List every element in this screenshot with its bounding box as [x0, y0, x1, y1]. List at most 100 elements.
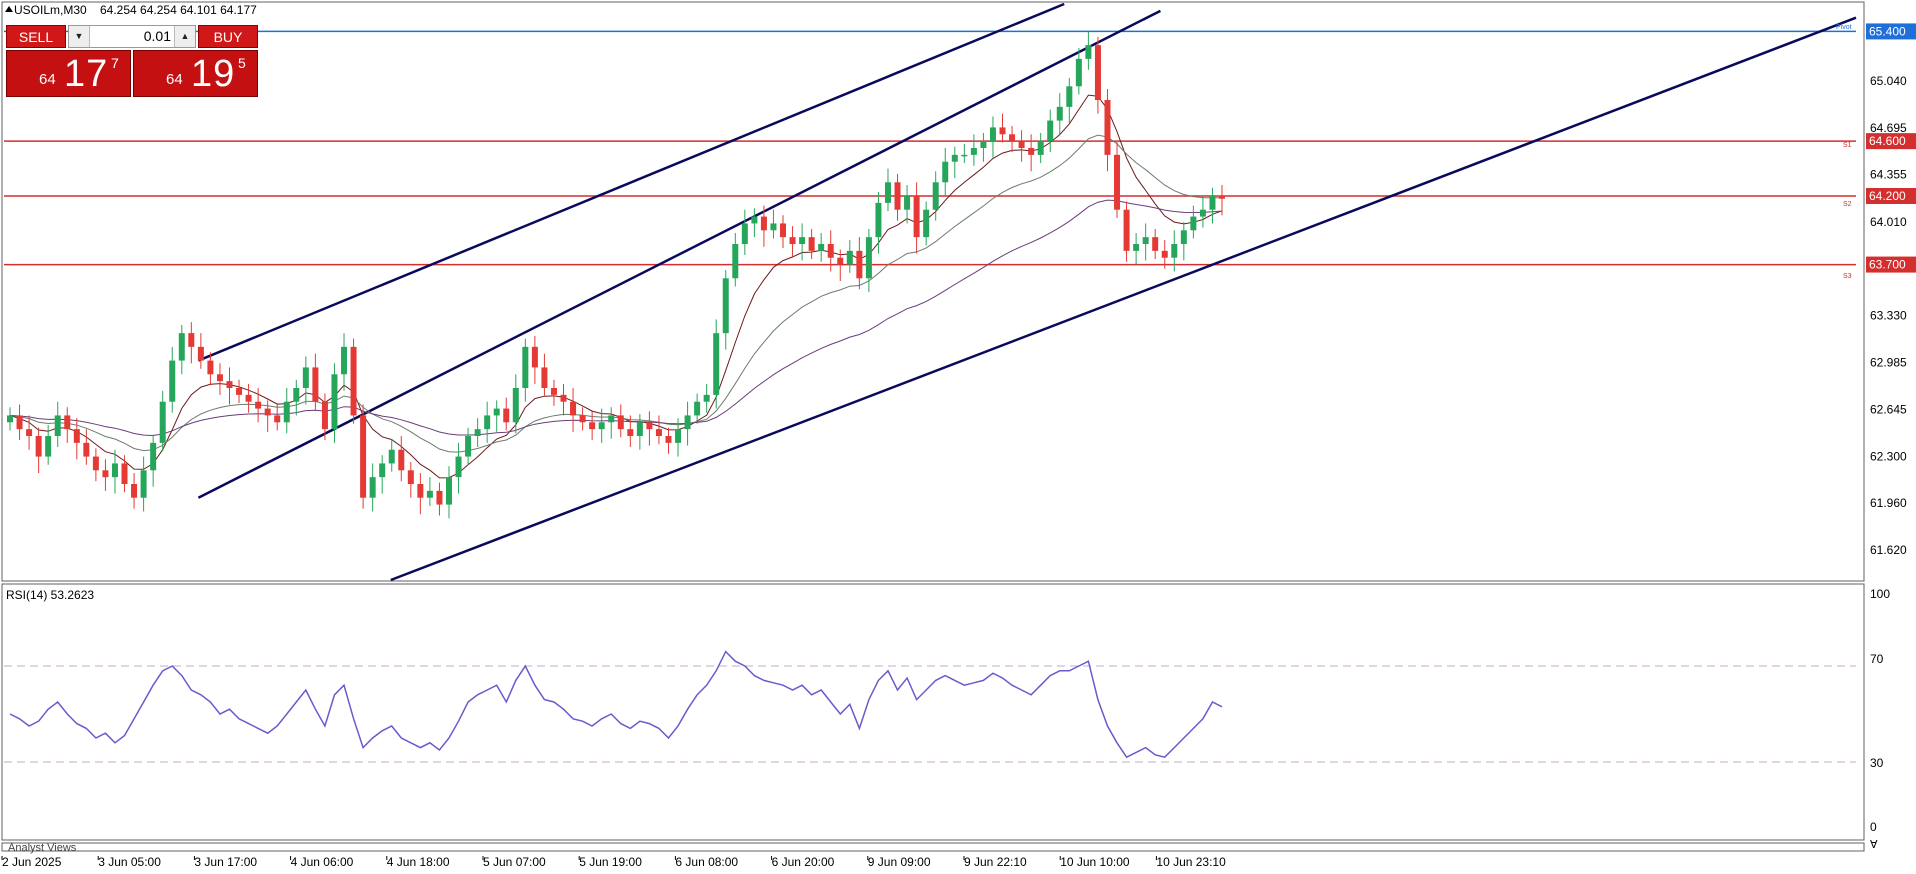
time-axis-tick: 4 Jun 06:00 [291, 855, 354, 869]
candle-body [655, 429, 662, 436]
analyst-views-label[interactable]: Analyst Views [8, 842, 77, 854]
candle-body [789, 237, 796, 244]
sell-button[interactable]: SELL [6, 25, 66, 48]
time-axis-tick: 6 Jun 20:00 [772, 855, 835, 869]
candle-body [675, 429, 682, 443]
candle-body [1085, 45, 1092, 59]
lot-size-stepper[interactable]: ▼ 0.01 ▲ [68, 25, 196, 48]
price-tag-s3 [1866, 256, 1916, 273]
price-axis-tick: 62.985 [1870, 356, 1907, 370]
candle-body [1171, 244, 1178, 258]
candle-body [111, 463, 118, 478]
candle-body [531, 346, 538, 368]
candle-body [178, 333, 185, 361]
lot-size-input[interactable]: 0.01 [143, 28, 171, 44]
candle-body [541, 367, 548, 388]
time-axis-tick: 3 Jun 05:00 [98, 855, 161, 869]
time-axis-tick: 6 Jun 08:00 [675, 855, 738, 869]
candle-body [932, 182, 939, 210]
candle-body [341, 346, 348, 375]
trade-button-row: SELL ▼ 0.01 ▲ BUY [6, 25, 258, 48]
candle-body [560, 394, 567, 402]
candle-body [255, 401, 262, 409]
price-axis-tick: 64.010 [1870, 215, 1907, 229]
channel-line-2 [390, 16, 1857, 582]
candle-body [226, 381, 233, 388]
price-tag-label-1: 64.600 [1869, 134, 1906, 148]
candle-body [732, 244, 739, 279]
candle-body [780, 223, 787, 238]
candle-body [856, 250, 863, 279]
rsi-scale-label: 100 [1870, 587, 1890, 601]
candle-body [522, 346, 529, 388]
time-axis-tick: 5 Jun 19:00 [579, 855, 642, 869]
chart-header-symbol: USOILm,M30 [14, 3, 87, 17]
candle-body [570, 401, 577, 416]
rsi-scale-label: 30 [1870, 756, 1884, 770]
candle-body [512, 388, 519, 423]
time-axis-tick: 10 Jun 10:00 [1060, 855, 1130, 869]
candle-body [1190, 216, 1197, 231]
candle-body [150, 442, 157, 471]
time-axis-tick: 3 Jun 17:00 [194, 855, 257, 869]
candle-body [980, 141, 987, 148]
candle-body [445, 477, 452, 505]
candle-body [703, 394, 710, 402]
rsi-frame [1, 583, 1865, 841]
candle-body [264, 408, 271, 416]
price-axis-tick: 62.300 [1870, 450, 1907, 464]
candle-body [388, 449, 395, 464]
candle-body [398, 449, 405, 471]
candle-body [1209, 196, 1216, 210]
candle-body [589, 422, 596, 430]
candle-body [455, 456, 462, 478]
price-axis-tick: 62.645 [1870, 402, 1907, 416]
candle-body [45, 436, 52, 457]
lot-increase-icon[interactable]: ▲ [174, 26, 195, 47]
price-tag-s2 [1866, 188, 1916, 204]
candle-body [550, 388, 557, 395]
buy-button[interactable]: BUY [198, 25, 258, 48]
candle-body [1075, 58, 1082, 87]
candle-body [608, 415, 615, 423]
chart-collapse-icon[interactable] [5, 6, 13, 12]
price-tag-s1 [1866, 133, 1916, 150]
candle-body [904, 196, 911, 210]
candle-body [245, 394, 252, 402]
s1-text: S1 [1843, 142, 1852, 149]
candle-body [684, 415, 691, 430]
price-tag-pivot [1866, 23, 1916, 40]
candle-body [83, 442, 90, 457]
candle-body [865, 237, 872, 279]
one-click-trading-panel: SELL ▼ 0.01 ▲ BUY 64 17 7 64 19 5 [6, 25, 258, 97]
rsi-scale-label: 0 [1870, 820, 1877, 834]
candle-body [1066, 86, 1073, 107]
candle-body [159, 401, 166, 443]
candle-body [1009, 134, 1016, 142]
candle-body [808, 237, 815, 251]
candle-body [913, 196, 920, 238]
time-axis-tick: 9 Jun 22:10 [964, 855, 1027, 869]
candle-body [216, 374, 223, 382]
price-axis-tick: 63.330 [1870, 308, 1907, 322]
candle-body [1094, 45, 1101, 100]
candle-body [369, 477, 376, 498]
candle-body [799, 237, 806, 244]
candle-body [407, 470, 414, 484]
candle-body [636, 422, 643, 436]
candle-body [131, 484, 138, 498]
ma-mid-line [9, 134, 1223, 453]
lot-decrease-icon[interactable]: ▼ [69, 26, 90, 47]
sell-price-main: 17 [64, 53, 109, 95]
price-tag-label-0: 65.400 [1869, 24, 1906, 38]
price-tag-label-3: 63.700 [1869, 258, 1906, 272]
candle-body [54, 415, 61, 436]
candle-body [1219, 196, 1225, 199]
buy-price-quote[interactable]: 64 19 5 [133, 50, 258, 97]
main-chart-frame [1, 1, 1865, 582]
candle-body [293, 388, 300, 402]
candle-body [207, 360, 214, 375]
time-axis-tick: 10 Jun 23:10 [1156, 855, 1226, 869]
candle-body [64, 415, 71, 430]
sell-price-quote[interactable]: 64 17 7 [6, 50, 131, 97]
